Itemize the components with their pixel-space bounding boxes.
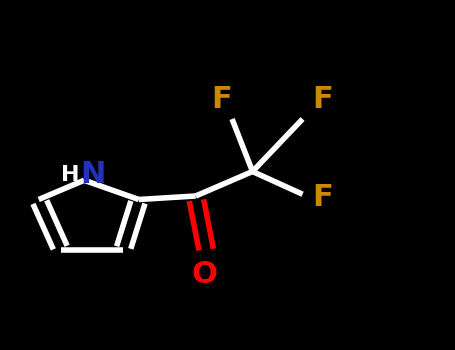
Text: F: F — [211, 85, 232, 114]
Text: F: F — [313, 85, 334, 114]
Text: N: N — [81, 160, 106, 189]
Text: F: F — [313, 183, 334, 212]
Text: H: H — [61, 165, 80, 185]
Text: O: O — [192, 260, 217, 289]
